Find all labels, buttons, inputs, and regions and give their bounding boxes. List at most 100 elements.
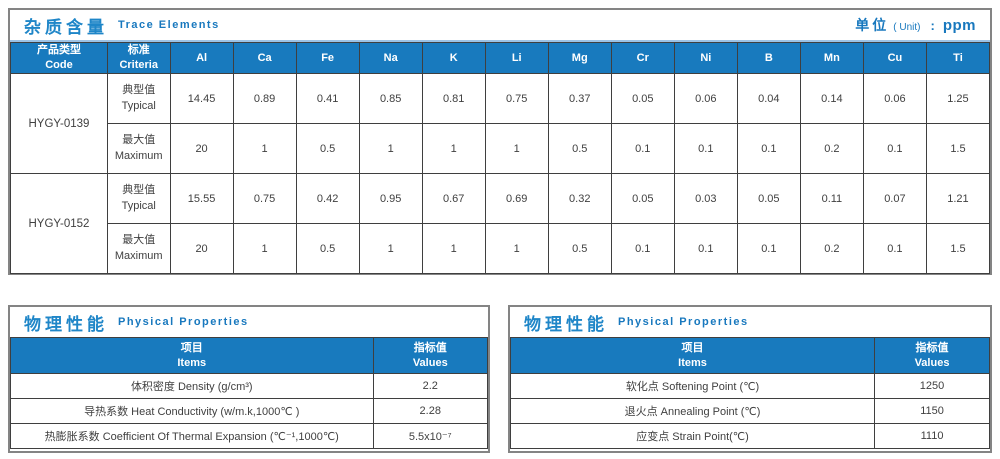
trace-title-en: Trace Elements (118, 19, 220, 31)
trace-value-cell: 0.04 (736, 73, 801, 124)
column-header-code-en: Code (45, 59, 73, 71)
unit-label-colon: : (930, 18, 935, 33)
trace-table-header-row: 产品类型 Code 标准 Criteria Al Ca Fe Na K Li Mg Cr Ni B… (10, 42, 991, 74)
trace-elements-section: 杂质含量 Trace Elements 单位 ( Unit) : ppm 产品类… (8, 8, 992, 275)
column-header-items-en: Items (678, 356, 707, 369)
column-header-values-zh: 指标值 (413, 341, 447, 354)
trace-value-cell: 0.1 (673, 123, 738, 174)
physical-right-title-zh: 物理性能 (524, 314, 608, 334)
trace-value-cell: 1 (421, 123, 486, 174)
physical-property-row: 应变点 Strain Point(℃) 1110 (509, 423, 990, 449)
element-column-header: K (421, 42, 486, 74)
element-column-header: Al (169, 42, 234, 74)
column-header-values-en: Values (412, 356, 448, 369)
column-header-criteria-en: Criteria (119, 59, 158, 71)
physical-property-row: 导热系数 Heat Conductivity (w/m.k,1000℃ ) 2.2… (10, 398, 489, 424)
trace-value-cell: 1.5 (925, 123, 991, 174)
physical-properties-table-right: 项目 Items 指标值 Values 软化点 Softening Point … (509, 337, 990, 449)
trace-value-cell: 0.1 (610, 123, 675, 174)
trace-data-row: HYGY-0139 典型值 Typical 14.45 0.89 0.41 0.85 0.81… (10, 73, 991, 174)
physical-property-row: 退火点 Annealing Point (℃) 1150 (509, 398, 990, 424)
column-header-criteria-zh: 标准 (127, 44, 150, 57)
product-code-cell: HYGY-0152 (10, 173, 108, 274)
property-item-cell: 应变点 Strain Point(℃) (509, 423, 876, 449)
trace-value-cell: 0.1 (610, 223, 675, 274)
trace-value-cell: 0.41 (295, 73, 360, 124)
trace-data-row: 最大值 Maximum 20 1 0.5 1 1 1 0.5 0.1 0.1 0.1 0.2 0.1 1.5 (11, 223, 991, 274)
property-item-cell: 退火点 Annealing Point (℃) (509, 398, 876, 424)
trace-value-cell: 0.67 (421, 173, 486, 224)
trace-value-cell: 0.75 (484, 73, 549, 124)
typical-label-zh: 典型值 (122, 184, 156, 197)
column-header-values-en: Values (914, 356, 950, 369)
typical-label-en: Typical (121, 99, 156, 112)
trace-value-cell: 0.42 (295, 173, 360, 224)
title-divider-line (10, 40, 990, 42)
trace-value-cell: 0.1 (862, 123, 927, 174)
physical-property-row: 软化点 Softening Point (℃) 1250 (509, 373, 990, 399)
trace-title-zh: 杂质含量 (24, 17, 108, 37)
column-header-items: 项目 Items (509, 337, 876, 374)
physical-properties-table-left: 项目 Items 指标值 Values 体积密度 Density (g/cm³)… (10, 337, 489, 449)
maximum-label-zh: 最大值 (122, 134, 156, 147)
element-column-header: Ca (232, 42, 297, 74)
physical-property-row: 热膨胀系数 Coefficient Of Thermal Expansion (… (10, 423, 489, 449)
property-value-cell: 5.5x10⁻⁷ (372, 423, 489, 449)
column-header-items-zh: 项目 (180, 341, 203, 354)
trace-value-cell: 0.11 (799, 173, 864, 224)
property-value-cell: 1110 (874, 423, 990, 449)
typical-label-cell: 典型值 Typical (106, 173, 171, 224)
maximum-label-cell: 最大值 Maximum (106, 123, 171, 174)
maximum-label-en: Maximum (114, 149, 163, 162)
physical-right-header: 物理性能 Physical Properties (510, 307, 990, 337)
element-column-header: Li (484, 42, 549, 74)
element-column-header: Cr (610, 42, 675, 74)
product-code-cell: HYGY-0139 (10, 73, 108, 174)
property-value-cell: 1150 (874, 398, 990, 424)
trace-value-cell: 0.03 (673, 173, 738, 224)
trace-value-cell: 0.1 (736, 123, 801, 174)
trace-value-cell: 1 (484, 223, 549, 274)
element-column-header: Ni (673, 42, 738, 74)
unit-value: ppm (942, 17, 976, 34)
trace-value-cell: 20 (169, 223, 234, 274)
trace-value-cell: 0.32 (547, 173, 612, 224)
column-header-values-zh: 指标值 (915, 341, 949, 354)
trace-value-cell: 0.5 (547, 223, 612, 274)
trace-value-cell: 0.1 (736, 223, 801, 274)
column-header-values: 指标值 Values (874, 337, 990, 374)
column-header-items-en: Items (177, 356, 207, 369)
column-header-items: 项目 Items (10, 337, 374, 374)
physical-properties-section-left: 物理性能 Physical Properties 项目 Items 指标值 Va… (8, 305, 490, 453)
trace-value-cell: 0.06 (673, 73, 738, 124)
trace-value-cell: 1 (358, 123, 423, 174)
column-header-code: 产品类型 Code (10, 42, 108, 74)
trace-value-cell: 14.45 (169, 73, 234, 124)
column-header-items-zh: 项目 (681, 341, 704, 354)
column-header-code-zh: 产品类型 (36, 44, 81, 57)
trace-value-cell: 0.1 (673, 223, 738, 274)
trace-value-cell: 1 (358, 223, 423, 274)
element-column-header: Mg (547, 42, 612, 74)
property-item-cell: 热膨胀系数 Coefficient Of Thermal Expansion (… (10, 423, 374, 449)
physical-property-row: 体积密度 Density (g/cm³) 2.2 (10, 373, 489, 399)
trace-value-cell: 0.95 (358, 173, 423, 224)
physical-right-header-row: 项目 Items 指标值 Values (509, 337, 990, 374)
element-column-header: Cu (862, 42, 927, 74)
trace-value-cell: 0.07 (862, 173, 927, 224)
physical-right-title-en: Physical Properties (618, 316, 749, 328)
physical-left-header: 物理性能 Physical Properties (10, 307, 488, 337)
maximum-label-cell: 最大值 Maximum (106, 223, 171, 274)
trace-data-row: HYGY-0152 典型值 Typical 15.55 0.75 0.42 0.95 0.67… (10, 173, 991, 274)
trace-value-cell: 1.25 (925, 73, 991, 124)
column-header-values: 指标值 Values (372, 337, 489, 374)
trace-value-cell: 0.2 (799, 123, 864, 174)
element-column-header: Ti (925, 42, 991, 74)
trace-value-cell: 1 (484, 123, 549, 174)
trace-value-cell: 0.14 (799, 73, 864, 124)
trace-value-cell: 0.05 (610, 73, 675, 124)
trace-value-cell: 0.2 (799, 223, 864, 274)
trace-value-cell: 1.21 (925, 173, 991, 224)
property-value-cell: 2.28 (372, 398, 489, 424)
trace-value-cell: 0.5 (295, 123, 360, 174)
